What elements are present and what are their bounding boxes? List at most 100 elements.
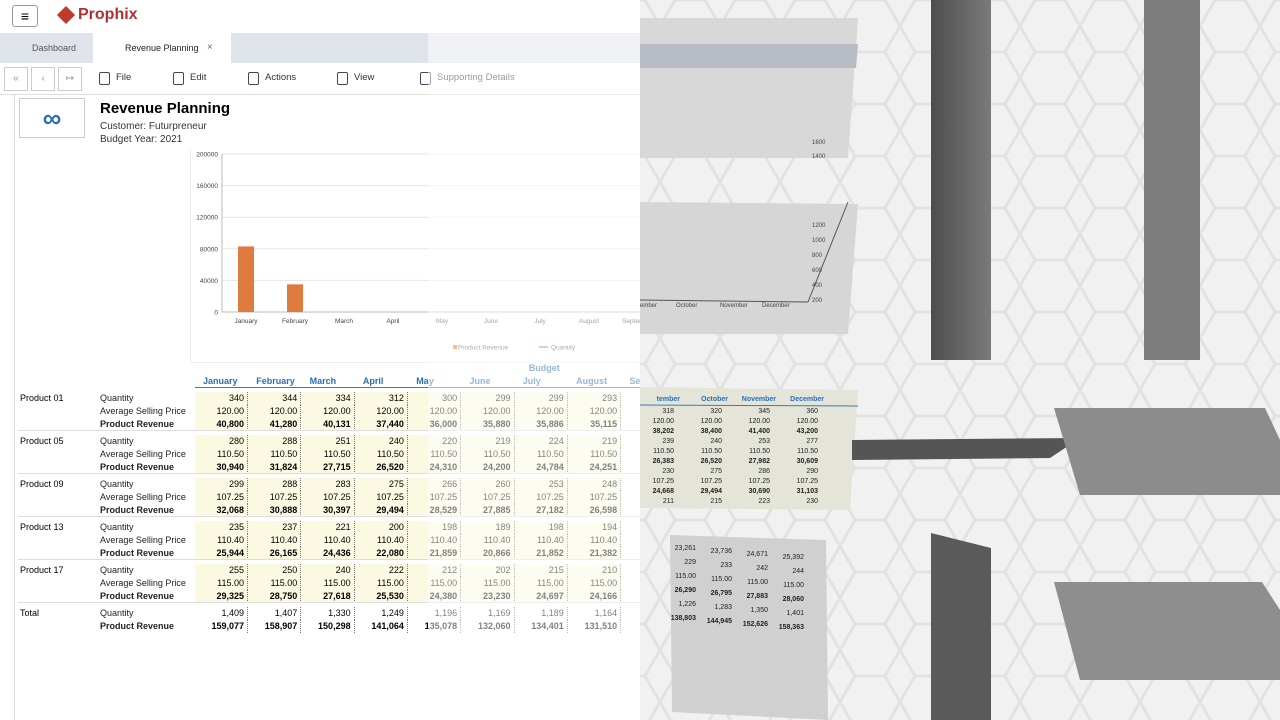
- report-title: Revenue Planning: [100, 100, 231, 117]
- shard: [852, 438, 1080, 460]
- row-label: Product Revenue: [100, 621, 175, 631]
- cell-fragment: 115.00: [711, 576, 732, 583]
- row-label: Average Selling Price: [100, 578, 186, 588]
- x-tick-label: March: [335, 318, 353, 325]
- column-header: February: [256, 376, 295, 386]
- tab-active[interactable]: Revenue Planning: [93, 33, 231, 63]
- cell-fragment: 27,982: [748, 458, 770, 465]
- cell: 1,330: [301, 607, 355, 620]
- cell-fragment: 30,609: [796, 458, 818, 465]
- transition-strip: [428, 0, 640, 720]
- chart-frame: [190, 148, 640, 363]
- slab: [1054, 408, 1280, 495]
- row-label: Average Selling Price: [100, 535, 186, 545]
- cell-fragment: 1,401: [786, 610, 804, 617]
- x-tick-fragment: December: [762, 303, 790, 309]
- cell: 221: [301, 521, 355, 534]
- column-shape: [1144, 0, 1200, 360]
- cell: 115.00: [195, 577, 248, 590]
- row-separator: [18, 430, 640, 431]
- cell: 30,940: [195, 461, 248, 474]
- toolbar-menu[interactable]: View: [354, 72, 375, 83]
- cell: 110.50: [354, 448, 408, 461]
- row-label: Product Revenue: [100, 548, 175, 558]
- nav-button[interactable]: ‹: [31, 67, 55, 91]
- y2-tick-label: 400: [812, 283, 823, 289]
- cell-fragment: 29,494: [700, 488, 722, 495]
- cell-fragment: 110.50: [797, 448, 818, 455]
- cell-fragment: 107.25: [796, 478, 818, 485]
- tab[interactable]: Dashboard: [32, 43, 77, 53]
- row-label: Quantity: [100, 565, 134, 575]
- toolbar-menu[interactable]: File: [116, 72, 132, 83]
- x-tick-label: February: [282, 318, 309, 325]
- cell: 41,280: [248, 418, 302, 431]
- cell-fragment: 107.25: [700, 478, 722, 485]
- cell: 283: [301, 478, 355, 491]
- cell: 288: [248, 478, 302, 491]
- column-header: April: [362, 376, 384, 386]
- cell: 312: [354, 392, 408, 405]
- cell-fragment: 223: [758, 498, 770, 505]
- row-label: Quantity: [100, 479, 134, 489]
- cell-fragment: 229: [684, 559, 696, 566]
- cell-fragment: 23,261: [674, 545, 696, 552]
- cell: 26,165: [248, 547, 302, 560]
- close-icon[interactable]: ×: [207, 42, 213, 53]
- cell-fragment: 211: [662, 498, 674, 505]
- cell: 110.40: [248, 534, 302, 547]
- cell-fragment: 26,290: [674, 587, 696, 594]
- toolbar-menu[interactable]: Actions: [265, 72, 297, 83]
- cell-fragment: 115.00: [675, 573, 696, 580]
- row-separator: [18, 602, 640, 603]
- cell-fragment: 240: [710, 438, 722, 445]
- cell: 344: [248, 392, 302, 405]
- cell: 235: [195, 521, 248, 534]
- cell-fragment: 360: [806, 408, 818, 415]
- column-header: May: [416, 376, 434, 386]
- row-label: Quantity: [100, 522, 134, 532]
- menu-button[interactable]: ≡: [12, 5, 38, 27]
- y-tick-label: 120000: [196, 215, 218, 222]
- cell: 120.00: [301, 405, 355, 418]
- row-product: Product 13: [20, 522, 64, 532]
- cell-fragment: 1,350: [750, 607, 768, 614]
- x-tick-fragment: November: [720, 303, 748, 309]
- cell-fragment: 320: [710, 408, 722, 415]
- row-label: Product Revenue: [100, 419, 175, 429]
- panel: [640, 18, 858, 158]
- budget-year: Budget Year: 2021: [100, 134, 183, 145]
- nav-button[interactable]: «: [4, 67, 28, 91]
- row-separator: [18, 516, 640, 517]
- row-label: Quantity: [100, 436, 134, 446]
- cell: 115.00: [301, 577, 355, 590]
- y-tick-label: 40000: [200, 278, 218, 285]
- cell-fragment: 275: [710, 468, 722, 475]
- x-tick-fragment: ember: [640, 303, 658, 309]
- cell: 115.00: [354, 577, 408, 590]
- cell: 141,064: [354, 620, 408, 633]
- cell: 107.25: [301, 491, 355, 504]
- cell: 29,325: [195, 590, 248, 603]
- cell-fragment: 1,226: [678, 601, 696, 608]
- row-label: Average Selling Price: [100, 406, 186, 416]
- y2-tick-label: 1400: [812, 154, 826, 160]
- cell: 31,824: [248, 461, 302, 474]
- nav-button[interactable]: ↦: [58, 67, 82, 91]
- column-shape: [931, 0, 991, 360]
- toolbar-menu[interactable]: Edit: [190, 72, 207, 83]
- axis-fragment: [807, 201, 849, 303]
- cell-fragment: 43,200: [796, 428, 818, 435]
- cell-fragment: 242: [756, 565, 768, 572]
- y2-tick-label: 800: [812, 253, 823, 259]
- cell: 340: [195, 392, 248, 405]
- cell: 24,436: [301, 547, 355, 560]
- y2-tick-label: 600: [812, 268, 823, 274]
- cell: 25,944: [195, 547, 248, 560]
- cell: 222: [354, 564, 408, 577]
- cell: 110.50: [195, 448, 248, 461]
- header-fragment: December: [790, 396, 824, 403]
- cell: 22,080: [354, 547, 408, 560]
- y2-tick-label: 1200: [812, 223, 826, 229]
